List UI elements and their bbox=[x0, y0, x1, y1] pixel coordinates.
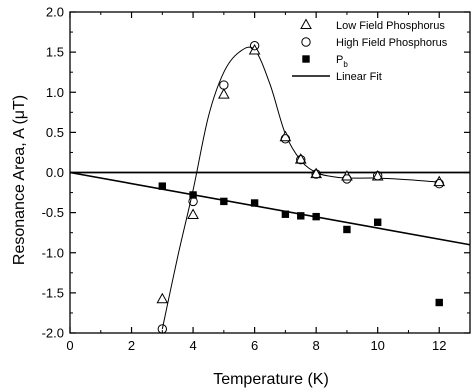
x-tick-label: 12 bbox=[432, 338, 446, 353]
x-tick-label: 10 bbox=[370, 338, 384, 353]
x-tick-label: 4 bbox=[189, 338, 196, 353]
tick-labels: 0 2 4 6 8 10 12 -2.0 -1.5 -1.0 -0.5 0.0 0.5 1.0 1.5 2.0 bbox=[42, 5, 447, 354]
high-field-point bbox=[372, 171, 383, 181]
y-tick-label: -1.0 bbox=[42, 245, 64, 260]
high-field-point bbox=[249, 41, 260, 51]
low-field-point bbox=[310, 167, 323, 179]
pb-point bbox=[158, 182, 167, 190]
low-field-point bbox=[156, 292, 169, 304]
pb-point bbox=[343, 225, 351, 234]
x-axis-title: Temperature (K) bbox=[213, 371, 329, 388]
y-tick-label: 1.0 bbox=[46, 85, 64, 100]
guide-curve bbox=[161, 46, 440, 330]
data-points bbox=[156, 41, 446, 334]
x-tick-label: 0 bbox=[66, 338, 73, 353]
legend-label: Pb bbox=[336, 54, 348, 69]
low-field-point bbox=[217, 88, 230, 99]
pb-point bbox=[312, 212, 320, 221]
pb-point bbox=[189, 191, 197, 199]
linear-fit-line bbox=[69, 171, 471, 246]
high-field-point bbox=[219, 80, 229, 90]
y-tick-label: 1.5 bbox=[46, 45, 64, 60]
legend-marker bbox=[301, 37, 311, 47]
pb-point bbox=[220, 197, 228, 206]
legend-label: Linear Fit bbox=[336, 71, 382, 83]
pb-point bbox=[281, 210, 290, 218]
y-tick-label: -1.5 bbox=[42, 285, 64, 300]
x-tick-label: 2 bbox=[128, 338, 135, 353]
high-field-point bbox=[342, 174, 352, 184]
pb-point bbox=[373, 218, 382, 226]
legend: Low Field Phosphorus High Field Phosphoru… bbox=[292, 18, 448, 83]
y-tick-label: -0.5 bbox=[42, 205, 64, 220]
x-tick-label: 6 bbox=[251, 338, 258, 353]
legend-label: High Field Phosphorus bbox=[336, 37, 448, 49]
y-tick-label: -2.0 bbox=[42, 326, 64, 341]
high-field-point bbox=[296, 154, 306, 165]
y-tick-label: 0.0 bbox=[46, 165, 64, 180]
y-tick-label: 0.5 bbox=[46, 125, 64, 140]
low-field-point bbox=[187, 208, 199, 220]
high-field-point bbox=[311, 169, 321, 179]
legend-marker bbox=[300, 18, 312, 29]
low-field-point bbox=[279, 130, 292, 142]
low-field-point bbox=[433, 175, 446, 187]
y-axis-title: Resonance Area, A (μT) bbox=[11, 95, 28, 265]
legend-label-subscript: b bbox=[343, 60, 348, 69]
pb-point bbox=[435, 298, 443, 307]
legend-label: Low Field Phosphorus bbox=[336, 20, 445, 32]
y-tick-label: 2.0 bbox=[46, 5, 64, 20]
x-tick-label: 8 bbox=[313, 338, 320, 353]
pb-point bbox=[297, 212, 305, 220]
high-field-point bbox=[157, 324, 168, 334]
pb-point bbox=[250, 199, 259, 207]
high-field-point bbox=[280, 134, 291, 144]
high-field-point bbox=[434, 179, 444, 189]
low-field-point bbox=[294, 153, 307, 164]
fit-lines bbox=[69, 46, 471, 330]
legend-marker bbox=[302, 55, 310, 63]
